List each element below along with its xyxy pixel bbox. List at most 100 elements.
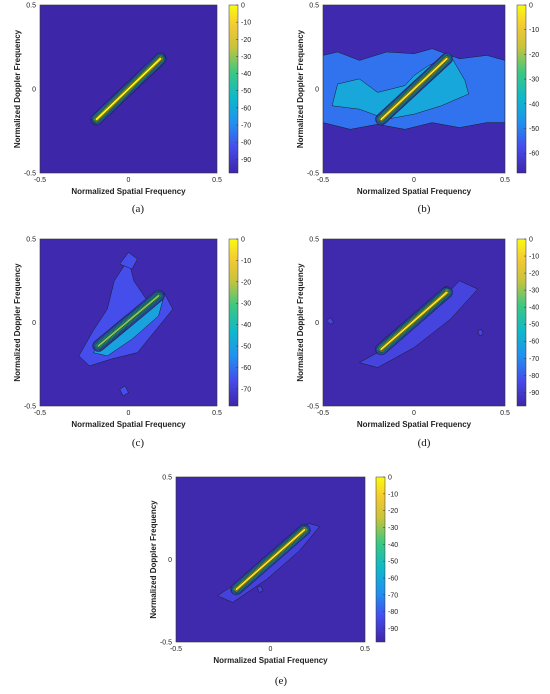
y-tick-label: 0.5 <box>26 237 36 244</box>
x-tick-label: -0.5 <box>34 410 46 417</box>
colorbar-tick-label: -10 <box>388 491 398 498</box>
y-axis-label: Normalized Doppler Frequency <box>296 263 305 382</box>
y-axis-label: Normalized Doppler Frequency <box>296 29 305 148</box>
x-axis-label: Normalized Spatial Frequency <box>357 420 472 429</box>
y-tick-label: -0.5 <box>307 404 319 411</box>
y-tick-label: 0.5 <box>309 3 319 10</box>
panel-caption: (d) <box>418 437 431 449</box>
y-tick-label: 0 <box>168 557 172 564</box>
y-tick-label: -0.5 <box>24 404 36 411</box>
colorbar-tick-label: -40 <box>241 71 251 78</box>
y-tick-label: -0.5 <box>307 171 319 178</box>
chart-panel-d: -0.5 0 0.5 0.5 0 -0.5 Normalized Spatial Frequ… <box>296 237 539 450</box>
colorbar-tick-label: 0 <box>241 3 245 10</box>
x-tick-label: -0.5 <box>170 646 182 653</box>
plot-frame <box>39 4 218 174</box>
colorbar-tick-label: -30 <box>388 525 398 532</box>
colorbar-tick-label: 0 <box>388 475 392 482</box>
y-tick-label: 0 <box>32 320 36 327</box>
x-axis-label: Normalized Spatial Frequency <box>213 656 328 665</box>
colorbar-tick-label: -50 <box>241 344 251 351</box>
colorbar: 0 -10 -20 -30 -40 -50 -60 -70 -80 -90 <box>516 237 539 407</box>
panel-caption: (e) <box>275 675 288 687</box>
x-tick-label: 0 <box>412 410 416 417</box>
plot-frame <box>322 4 506 174</box>
contour-region-1 <box>326 317 335 325</box>
colorbar-tick-label: -90 <box>388 626 398 633</box>
y-tick-label: 0.5 <box>309 237 319 244</box>
colorbar: 0 -10 -20 -30 -40 -50 -60 -70 -80 -90 <box>375 475 398 643</box>
colorbar-tick-label: -50 <box>241 88 251 95</box>
colorbar-gradient <box>228 238 239 407</box>
colorbar-gradient <box>228 4 239 174</box>
colorbar-tick-label: -20 <box>529 271 539 278</box>
panel-caption: (b) <box>418 203 431 215</box>
y-tick-label: -0.5 <box>24 171 36 178</box>
x-tick-label: 0 <box>127 177 131 184</box>
contour-region-1 <box>119 252 138 270</box>
plot-frame <box>322 238 506 407</box>
ridge-level-5 <box>95 57 162 121</box>
colorbar-gradient <box>375 476 386 643</box>
contour-field <box>90 52 167 126</box>
plot-frame <box>175 476 366 643</box>
colorbar-tick-label: -20 <box>388 508 398 515</box>
colorbar-tick-label: -20 <box>529 52 539 59</box>
colorbar-tick-label: -10 <box>529 27 539 34</box>
x-tick-label: 0.5 <box>212 177 222 184</box>
colorbar-tick-label: -10 <box>241 20 251 27</box>
y-tick-label: 0 <box>32 87 36 94</box>
colorbar-tick-label: -60 <box>529 151 539 158</box>
colorbar-gradient <box>516 4 527 174</box>
x-tick-label: -0.5 <box>34 177 46 184</box>
colorbar-tick-label: -70 <box>529 356 539 363</box>
panel-caption: (a) <box>132 203 145 215</box>
colorbar-tick-label: -60 <box>529 339 539 346</box>
colorbar-tick-label: -10 <box>529 254 539 261</box>
colorbar-tick-label: -80 <box>241 140 251 147</box>
colorbar-tick-label: 0 <box>241 237 245 244</box>
y-tick-label: 0.5 <box>26 3 36 10</box>
x-tick-label: -0.5 <box>317 177 329 184</box>
colorbar-tick-label: -90 <box>529 390 539 397</box>
y-tick-label: 0 <box>315 87 319 94</box>
chart-panel-b: -0.5 0 0.5 0.5 0 -0.5 Normalized Spatial Frequ… <box>296 3 539 216</box>
colorbar-tick-label: -30 <box>529 77 539 84</box>
colorbar-tick-label: -80 <box>388 609 398 616</box>
colorbar-tick-label: -90 <box>241 157 251 164</box>
contour-region-2 <box>477 328 484 337</box>
ridge-level-5 <box>235 528 306 591</box>
colorbar-tick-label: -70 <box>388 592 398 599</box>
y-tick-label: -0.5 <box>160 640 172 647</box>
x-tick-label: 0 <box>412 177 416 184</box>
ridge-level-5 <box>380 291 448 351</box>
colorbar-tick-label: -40 <box>241 322 251 329</box>
y-tick-label: 0.5 <box>162 475 172 482</box>
colorbar: 0 -10 -20 -30 -40 -50 -60 -70 -80 -90 <box>228 3 251 174</box>
colorbar-gradient <box>516 238 527 407</box>
x-tick-label: 0 <box>269 646 273 653</box>
chart-panel-e: -0.5 0 0.5 0.5 0 -0.5 Normalized Spatial Frequ… <box>149 475 398 688</box>
colorbar-tick-label: -50 <box>388 559 398 566</box>
colorbar-tick-label: -60 <box>388 576 398 583</box>
colorbar-tick-label: -50 <box>529 126 539 133</box>
contour-region-1 <box>257 585 264 593</box>
colorbar-tick-label: -10 <box>241 258 251 265</box>
y-axis-label: Normalized Doppler Frequency <box>149 500 158 619</box>
y-axis-label: Normalized Doppler Frequency <box>13 263 22 382</box>
colorbar-tick-label: -70 <box>241 386 251 393</box>
x-tick-label: -0.5 <box>317 410 329 417</box>
colorbar-tick-label: -40 <box>529 101 539 108</box>
x-axis-label: Normalized Spatial Frequency <box>71 187 186 196</box>
x-tick-label: 0.5 <box>500 177 510 184</box>
plot-frame <box>39 238 218 407</box>
x-tick-label: 0.5 <box>360 646 370 653</box>
x-tick-label: 0 <box>127 410 131 417</box>
colorbar-tick-label: -40 <box>529 305 539 312</box>
chart-panel-a: -0.5 0 0.5 0.5 0 -0.5 Normalized Spatial Frequ… <box>13 3 251 216</box>
colorbar-tick-label: -40 <box>388 542 398 549</box>
contour-field <box>323 48 505 130</box>
colorbar-tick-label: -30 <box>241 54 251 61</box>
colorbar-tick-label: -30 <box>529 288 539 295</box>
contour-field <box>326 280 484 368</box>
